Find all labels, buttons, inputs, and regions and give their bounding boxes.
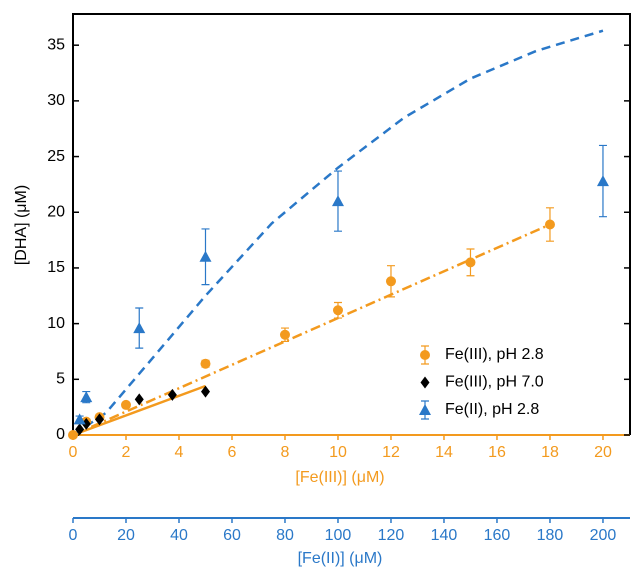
- x-axis-label: [Fe(III)] (μM): [295, 469, 384, 486]
- point: [81, 417, 91, 430]
- point: [68, 430, 78, 440]
- fit-line: [72, 29, 604, 437]
- point: [279, 329, 290, 340]
- point: [75, 423, 85, 436]
- fit-line: [72, 384, 206, 437]
- y-tick-label: 0: [56, 426, 65, 443]
- point: [120, 399, 131, 410]
- frame: [72, 13, 631, 435]
- y-tick-label: 20: [47, 203, 65, 220]
- y-tick-label: 5: [56, 371, 65, 388]
- point: [544, 219, 555, 230]
- point: [332, 305, 343, 316]
- legend-marker: [420, 350, 430, 360]
- x-tick-label: 18: [541, 444, 559, 461]
- y-tick-label: 35: [47, 36, 65, 53]
- legend-label: Fe(II), pH 2.8: [445, 401, 539, 418]
- x2-tick-label: 60: [223, 527, 241, 544]
- x-tick-label: 16: [488, 444, 506, 461]
- legend-label: Fe(III), pH 7.0: [445, 374, 544, 391]
- x-tick-label: 4: [175, 444, 184, 461]
- point: [331, 195, 344, 207]
- point: [73, 413, 86, 425]
- point: [385, 276, 396, 287]
- x-tick-label: 14: [435, 444, 453, 461]
- x-tick-label: 20: [594, 444, 612, 461]
- y-tick-label: 25: [47, 148, 65, 165]
- point: [133, 322, 146, 334]
- x2-axis-label: [Fe(II)] (μM): [298, 550, 383, 567]
- x2-tick-label: 0: [69, 527, 78, 544]
- x-tick-label: 0: [69, 444, 78, 461]
- x2-tick-label: 120: [378, 527, 405, 544]
- point: [200, 385, 210, 398]
- legend-marker: [419, 404, 431, 415]
- point: [167, 388, 177, 401]
- x2-tick-label: 140: [431, 527, 458, 544]
- legend-marker: [420, 376, 430, 389]
- x-tick-label: 6: [228, 444, 237, 461]
- y-axis-label: [DHA] (μM): [13, 185, 30, 265]
- point: [199, 250, 212, 262]
- x2-tick-label: 200: [590, 527, 617, 544]
- point: [80, 391, 93, 403]
- x2-tick-label: 40: [170, 527, 188, 544]
- y-tick-label: 15: [47, 259, 65, 276]
- x-tick-label: 8: [281, 444, 290, 461]
- x-tick-label: 12: [382, 444, 400, 461]
- legend-label: Fe(III), pH 2.8: [445, 346, 544, 363]
- x-tick-label: 10: [329, 444, 347, 461]
- point: [94, 413, 104, 426]
- x2-tick-label: 80: [276, 527, 294, 544]
- x2-tick-label: 20: [117, 527, 135, 544]
- y-tick-label: 10: [47, 315, 65, 332]
- point: [200, 358, 211, 369]
- x2-tick-label: 100: [325, 527, 352, 544]
- point: [134, 393, 144, 406]
- x2-tick-label: 180: [537, 527, 564, 544]
- y-tick-label: 30: [47, 92, 65, 109]
- point: [465, 257, 476, 268]
- x-tick-label: 2: [122, 444, 131, 461]
- x2-tick-label: 160: [484, 527, 511, 544]
- point: [596, 175, 609, 187]
